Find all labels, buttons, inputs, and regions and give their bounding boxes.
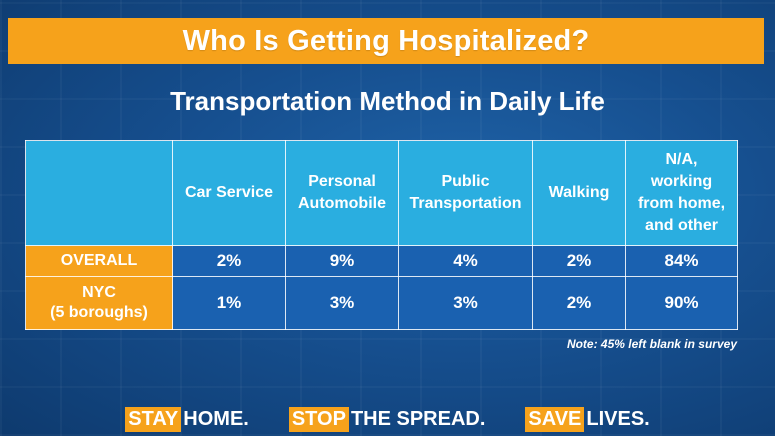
footer-slogans: STAY HOME. STOP THE SPREAD. SAVE LIVES.	[0, 407, 775, 432]
slogan-highlight: STOP	[288, 407, 349, 432]
table-cell: 90%	[625, 276, 738, 330]
title-banner: Who Is Getting Hospitalized?	[8, 18, 764, 64]
table-cell: 3%	[285, 276, 399, 330]
transportation-table: Car Service Personal Automobile Public T…	[25, 140, 738, 330]
table-row-nyc: NYC (5 boroughs) 1% 3% 3% 2% 90%	[25, 276, 738, 330]
table-cell: 2%	[172, 245, 286, 277]
survey-note: Note: 45% left blank in survey	[566, 337, 737, 351]
slogan-stop-the-spread: STOP THE SPREAD.	[288, 407, 486, 432]
column-header-walking: Walking	[532, 140, 626, 246]
table-cell: 2%	[532, 276, 626, 330]
table-cell: 4%	[398, 245, 533, 277]
table-cell: 3%	[398, 276, 533, 330]
column-header-personal-automobile: Personal Automobile	[285, 140, 399, 246]
table-cell: 9%	[285, 245, 399, 277]
column-header-na-other: N/A, working from home, and other	[625, 140, 738, 246]
table-cell: 1%	[172, 276, 286, 330]
table-subtitle: Transportation Method in Daily Life	[170, 86, 605, 116]
header-corner-cell	[25, 140, 173, 246]
slogan-save-lives: SAVE LIVES.	[525, 407, 650, 432]
table-cell: 2%	[532, 245, 626, 277]
table-cell: 84%	[625, 245, 738, 277]
column-header-public-transportation: Public Transportation	[398, 140, 533, 246]
slogan-text: THE SPREAD.	[350, 408, 486, 430]
slogan-highlight: STAY	[125, 407, 182, 432]
slogan-stay-home: STAY HOME.	[125, 407, 249, 432]
column-header-car-service: Car Service	[172, 140, 286, 246]
slogan-text: LIVES.	[586, 408, 650, 430]
page-title: Who Is Getting Hospitalized?	[182, 24, 590, 57]
row-label-nyc: NYC (5 boroughs)	[25, 276, 173, 330]
row-label-overall: OVERALL	[25, 245, 173, 277]
slogan-highlight: SAVE	[525, 407, 585, 432]
table-row-overall: OVERALL 2% 9% 4% 2% 84%	[25, 245, 738, 277]
slogan-text: HOME.	[183, 408, 249, 430]
table-header-row: Car Service Personal Automobile Public T…	[25, 140, 738, 246]
